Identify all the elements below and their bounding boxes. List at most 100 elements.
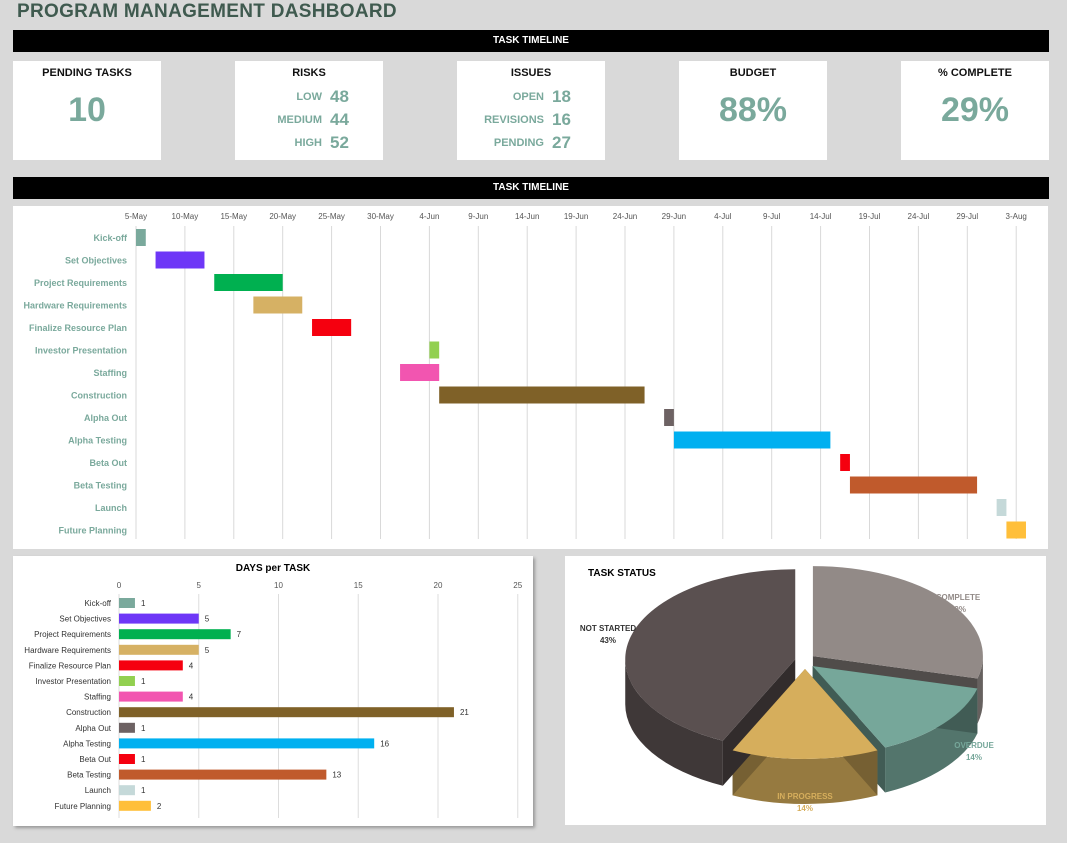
category-label: Staffing <box>84 693 111 702</box>
task-label: Kick-off <box>94 233 129 243</box>
category-label: Launch <box>85 786 111 795</box>
slice-label: NOT STARTED <box>580 624 637 633</box>
data-label: 5 <box>205 615 210 624</box>
category-label: Investor Presentation <box>35 677 111 686</box>
data-label: 4 <box>189 693 194 702</box>
data-label: 1 <box>141 599 146 608</box>
tick-label: 9-Jun <box>468 212 488 221</box>
slice-percent: 14% <box>797 804 813 813</box>
value-bar <box>119 629 231 640</box>
card-label: % COMPLETE <box>938 67 1012 79</box>
kv-key: REVISIONS <box>484 113 544 126</box>
category-label: Beta Testing <box>67 771 111 780</box>
data-label: 1 <box>141 677 146 686</box>
task-label: Beta Out <box>89 458 127 468</box>
category-label: Finalize Resource Plan <box>29 661 111 670</box>
task-bar <box>312 319 352 336</box>
task-bar <box>136 229 146 246</box>
task-label: Launch <box>95 503 127 513</box>
kv-value: 27 <box>552 132 571 152</box>
task-bar <box>849 476 978 494</box>
task-bar <box>439 386 645 404</box>
card-label: PENDING TASKS <box>42 67 132 79</box>
task-bar <box>253 296 303 314</box>
category-label: Construction <box>66 708 111 717</box>
category-label: Hardware Requirements <box>24 646 111 655</box>
data-label: 1 <box>141 786 146 795</box>
card-value: 10 <box>68 91 106 129</box>
pie-slice <box>732 669 878 759</box>
tick-label: 4-Jul <box>714 212 732 221</box>
value-bar <box>119 707 454 718</box>
kv-value: 52 <box>330 132 349 152</box>
tick-label: 25-May <box>318 212 345 221</box>
tick-label: 10-May <box>172 212 199 221</box>
tick-label: 20-May <box>269 212 296 221</box>
category-label: Beta Out <box>79 755 111 764</box>
kv-key: MEDIUM <box>277 113 322 126</box>
budget-card: BUDGET 88% <box>679 61 827 160</box>
tick-label: 24-Jul <box>908 212 930 221</box>
card-label: ISSUES <box>510 67 552 79</box>
section-header: TASK TIMELINE <box>13 30 1049 52</box>
value-bar <box>119 660 183 671</box>
slice-percent: 14% <box>966 753 982 762</box>
task-label: Alpha Out <box>84 413 127 423</box>
page-title: PROGRAM MANAGEMENT DASHBOARD <box>17 1 397 22</box>
value-bar <box>119 785 135 796</box>
tick-label: 4-Jun <box>419 212 439 221</box>
category-label: Kick-off <box>84 599 111 608</box>
task-label: Beta Testing <box>74 481 127 491</box>
slice-label: OVERDUE <box>954 741 994 750</box>
tick-label: 14-Jul <box>810 212 832 221</box>
card-label: RISKS <box>292 67 326 79</box>
tick-label: 14-Jun <box>515 212 539 221</box>
tick-label: 25 <box>513 581 522 590</box>
kv-key: OPEN <box>512 90 544 103</box>
pie-slice <box>625 569 796 741</box>
slice-percent: 29% <box>950 605 966 614</box>
tick-label: 5 <box>197 581 202 590</box>
slice-percent: 43% <box>600 636 616 645</box>
task-label: Investor Presentation <box>35 346 127 356</box>
risks-card: RISKS LOW 48 MEDIUM 44 HIGH 52 <box>235 61 383 160</box>
tick-label: 10 <box>274 581 283 590</box>
tick-label: 9-Jul <box>763 212 781 221</box>
data-label: 13 <box>332 771 341 780</box>
kv-value: 16 <box>552 109 571 129</box>
pie-slice-side <box>732 750 878 804</box>
data-label: 7 <box>237 630 242 639</box>
category-label: Alpha Out <box>75 724 111 733</box>
data-label: 1 <box>141 755 146 764</box>
task-bar <box>1006 521 1026 539</box>
data-label: 2 <box>157 802 162 811</box>
data-label: 21 <box>460 708 469 717</box>
task-bar <box>429 341 440 359</box>
gantt-chart: 5-May 10-May 15-May 20-May 25-May 30-May 4-Jun… <box>13 206 1048 549</box>
value-bar <box>119 644 199 655</box>
slice-label: COMPLETE <box>936 593 981 602</box>
tick-label: 29-Jul <box>956 212 978 221</box>
task-bar <box>400 364 440 381</box>
task-bar <box>664 409 674 426</box>
value-bar <box>119 738 375 749</box>
task-bar <box>996 499 1007 516</box>
data-label: 16 <box>380 739 389 748</box>
issues-card: ISSUES OPEN 18 REVISIONS 16 PENDING 27 <box>457 61 605 160</box>
pie-slice-side <box>625 659 723 786</box>
tick-label: 0 <box>117 581 122 590</box>
task-bar <box>155 251 205 269</box>
card-value: 88% <box>718 91 788 129</box>
pending-tasks-card: PENDING TASKS 10 <box>13 61 161 160</box>
value-bar <box>119 676 135 686</box>
tick-label: 15 <box>354 581 363 590</box>
tick-label: 3-Aug <box>1006 212 1027 221</box>
kv-key: HIGH <box>294 136 323 149</box>
card-label: BUDGET <box>729 67 777 79</box>
value-bar <box>119 613 199 624</box>
task-label: Project Requirements <box>34 278 127 288</box>
kv-value: 44 <box>330 109 349 129</box>
task-label: Alpha Testing <box>68 436 127 446</box>
kv-key: PENDING <box>493 136 544 149</box>
pie-slice-side <box>885 688 978 793</box>
